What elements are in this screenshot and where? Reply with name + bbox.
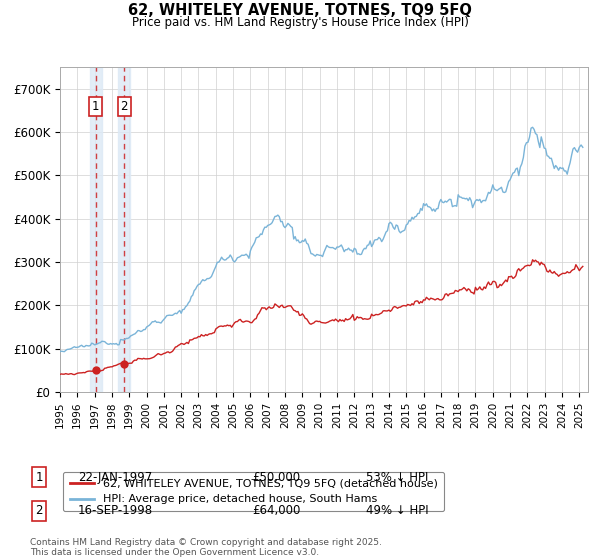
Text: Price paid vs. HM Land Registry's House Price Index (HPI): Price paid vs. HM Land Registry's House … [131, 16, 469, 29]
Text: 1: 1 [92, 100, 100, 113]
Text: Contains HM Land Registry data © Crown copyright and database right 2025.
This d: Contains HM Land Registry data © Crown c… [30, 538, 382, 557]
Text: 16-SEP-1998: 16-SEP-1998 [78, 504, 153, 517]
Text: £64,000: £64,000 [252, 504, 301, 517]
Bar [118, 67, 130, 392]
Text: 53% ↓ HPI: 53% ↓ HPI [366, 470, 428, 484]
Text: 2: 2 [121, 100, 128, 113]
Text: 62, WHITELEY AVENUE, TOTNES, TQ9 5FQ: 62, WHITELEY AVENUE, TOTNES, TQ9 5FQ [128, 3, 472, 18]
Legend: 62, WHITELEY AVENUE, TOTNES, TQ9 5FQ (detached house), HPI: Average price, detac: 62, WHITELEY AVENUE, TOTNES, TQ9 5FQ (de… [63, 472, 445, 511]
Bar [89, 67, 101, 392]
Text: 49% ↓ HPI: 49% ↓ HPI [366, 504, 428, 517]
Text: 1: 1 [35, 470, 43, 484]
Text: £50,000: £50,000 [252, 470, 300, 484]
Text: 2: 2 [35, 504, 43, 517]
Text: 22-JAN-1997: 22-JAN-1997 [78, 470, 152, 484]
